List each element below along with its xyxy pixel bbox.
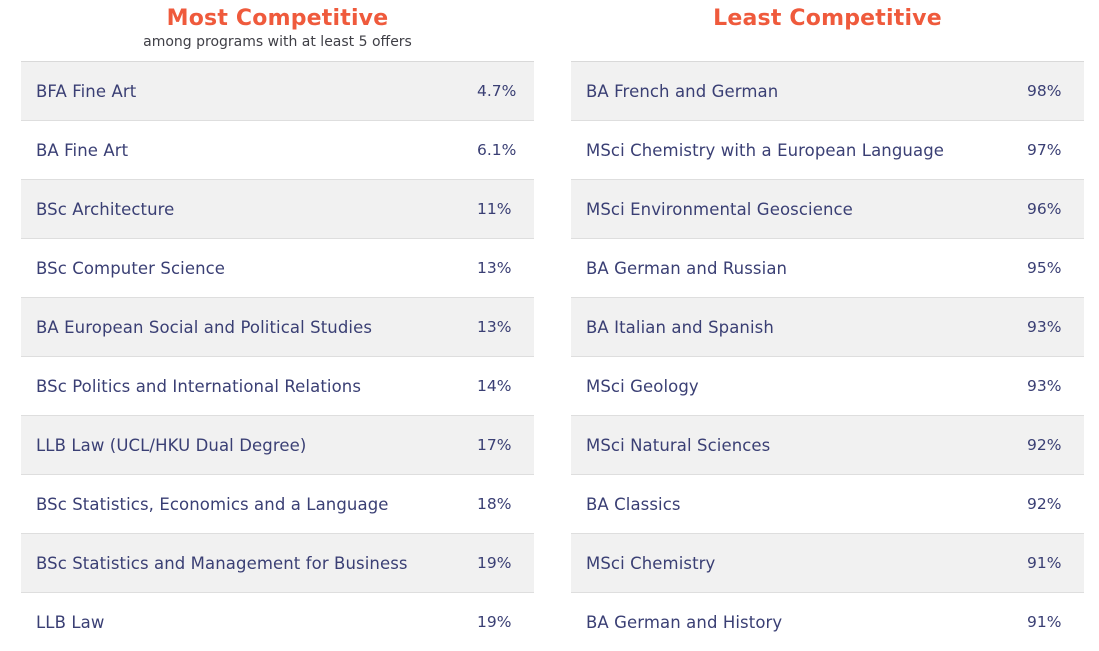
most-competitive-panel: Most Competitive among programs with at … [21, 0, 534, 651]
program-name: BA German and Russian [586, 258, 788, 278]
program-name: MSci Chemistry [586, 553, 716, 573]
table-row: BSc Statistics, Economics and a Language… [21, 475, 534, 534]
program-name: LLB Law [36, 612, 105, 632]
most-competitive-header: Most Competitive among programs with at … [21, 0, 534, 61]
program-name: BSc Politics and International Relations [36, 376, 362, 396]
program-name: MSci Geology [586, 376, 699, 396]
table-row: BSc Computer Science 13% [21, 239, 534, 298]
offer-rate: 91% [1027, 554, 1062, 572]
most-competitive-table: BFA Fine Art 4.7% BA Fine Art 6.1% BSc Archi… [21, 61, 534, 651]
program-name: BA German and History [586, 612, 783, 632]
offer-rate: 4.7% [477, 82, 517, 100]
table-row: MSci Natural Sciences 92% [571, 416, 1084, 475]
offer-rate: 19% [477, 554, 512, 572]
offer-rate: 93% [1027, 318, 1062, 336]
table-row: BA Fine Art 6.1% [21, 121, 534, 180]
offer-rate: 6.1% [477, 141, 517, 159]
offer-rate: 96% [1027, 200, 1062, 218]
offer-rate: 95% [1027, 259, 1062, 277]
offer-rate: 91% [1027, 613, 1062, 631]
program-name: MSci Environmental Geoscience [586, 199, 853, 219]
most-competitive-title: Most Competitive [166, 6, 389, 31]
offer-rate: 92% [1027, 495, 1062, 513]
table-row: MSci Chemistry 91% [571, 534, 1084, 593]
table-row: MSci Chemistry with a European Language 9… [571, 121, 1084, 180]
program-name: LLB Law (UCL/HKU Dual Degree) [36, 435, 307, 455]
least-competitive-title: Least Competitive [713, 6, 942, 31]
program-name: BSc Computer Science [36, 258, 226, 278]
program-name: BFA Fine Art [36, 81, 137, 101]
program-name: MSci Natural Sciences [586, 435, 771, 455]
table-row: BA German and Russian 95% [571, 239, 1084, 298]
table-row: BA French and German 98% [571, 62, 1084, 121]
table-row: BSc Statistics and Management for Busine… [21, 534, 534, 593]
offer-rate: 98% [1027, 82, 1062, 100]
offer-rate: 93% [1027, 377, 1062, 395]
program-name: BSc Statistics and Management for Busine… [36, 553, 408, 573]
offer-rate: 13% [477, 259, 512, 277]
table-row: BFA Fine Art 4.7% [21, 62, 534, 121]
program-name: BA Fine Art [36, 140, 129, 160]
table-row: BA European Social and Political Studies… [21, 298, 534, 357]
offer-rate: 97% [1027, 141, 1062, 159]
table-row: BA Italian and Spanish 93% [571, 298, 1084, 357]
table-row: MSci Environmental Geoscience 96% [571, 180, 1084, 239]
least-competitive-header: Least Competitive [571, 0, 1084, 61]
offer-rate: 17% [477, 436, 512, 454]
table-row: BA Classics 92% [571, 475, 1084, 534]
program-name: BA European Social and Political Studies [36, 317, 373, 337]
offer-rate: 19% [477, 613, 512, 631]
offer-rate: 92% [1027, 436, 1062, 454]
offer-rate: 14% [477, 377, 512, 395]
offer-rate: 11% [477, 200, 512, 218]
program-name: BSc Architecture [36, 199, 175, 219]
table-row: MSci Geology 93% [571, 357, 1084, 416]
offer-rate: 13% [477, 318, 512, 336]
program-name: BSc Statistics, Economics and a Language [36, 494, 389, 514]
least-competitive-panel: Least Competitive BA French and German 98… [571, 0, 1084, 651]
table-row: LLB Law (UCL/HKU Dual Degree) 17% [21, 416, 534, 475]
table-row: BSc Politics and International Relations… [21, 357, 534, 416]
program-name: MSci Chemistry with a European Language [586, 140, 945, 160]
program-name: BA Classics [586, 494, 681, 514]
most-competitive-subtitle: among programs with at least 5 offers [143, 34, 412, 50]
program-name: BA French and German [586, 81, 779, 101]
table-row: LLB Law 19% [21, 593, 534, 651]
least-competitive-table: BA French and German 98% MSci Chemistry wi… [571, 61, 1084, 651]
table-row: BA German and History 91% [571, 593, 1084, 651]
program-name: BA Italian and Spanish [586, 317, 774, 337]
offer-rate: 18% [477, 495, 512, 513]
table-row: BSc Architecture 11% [21, 180, 534, 239]
